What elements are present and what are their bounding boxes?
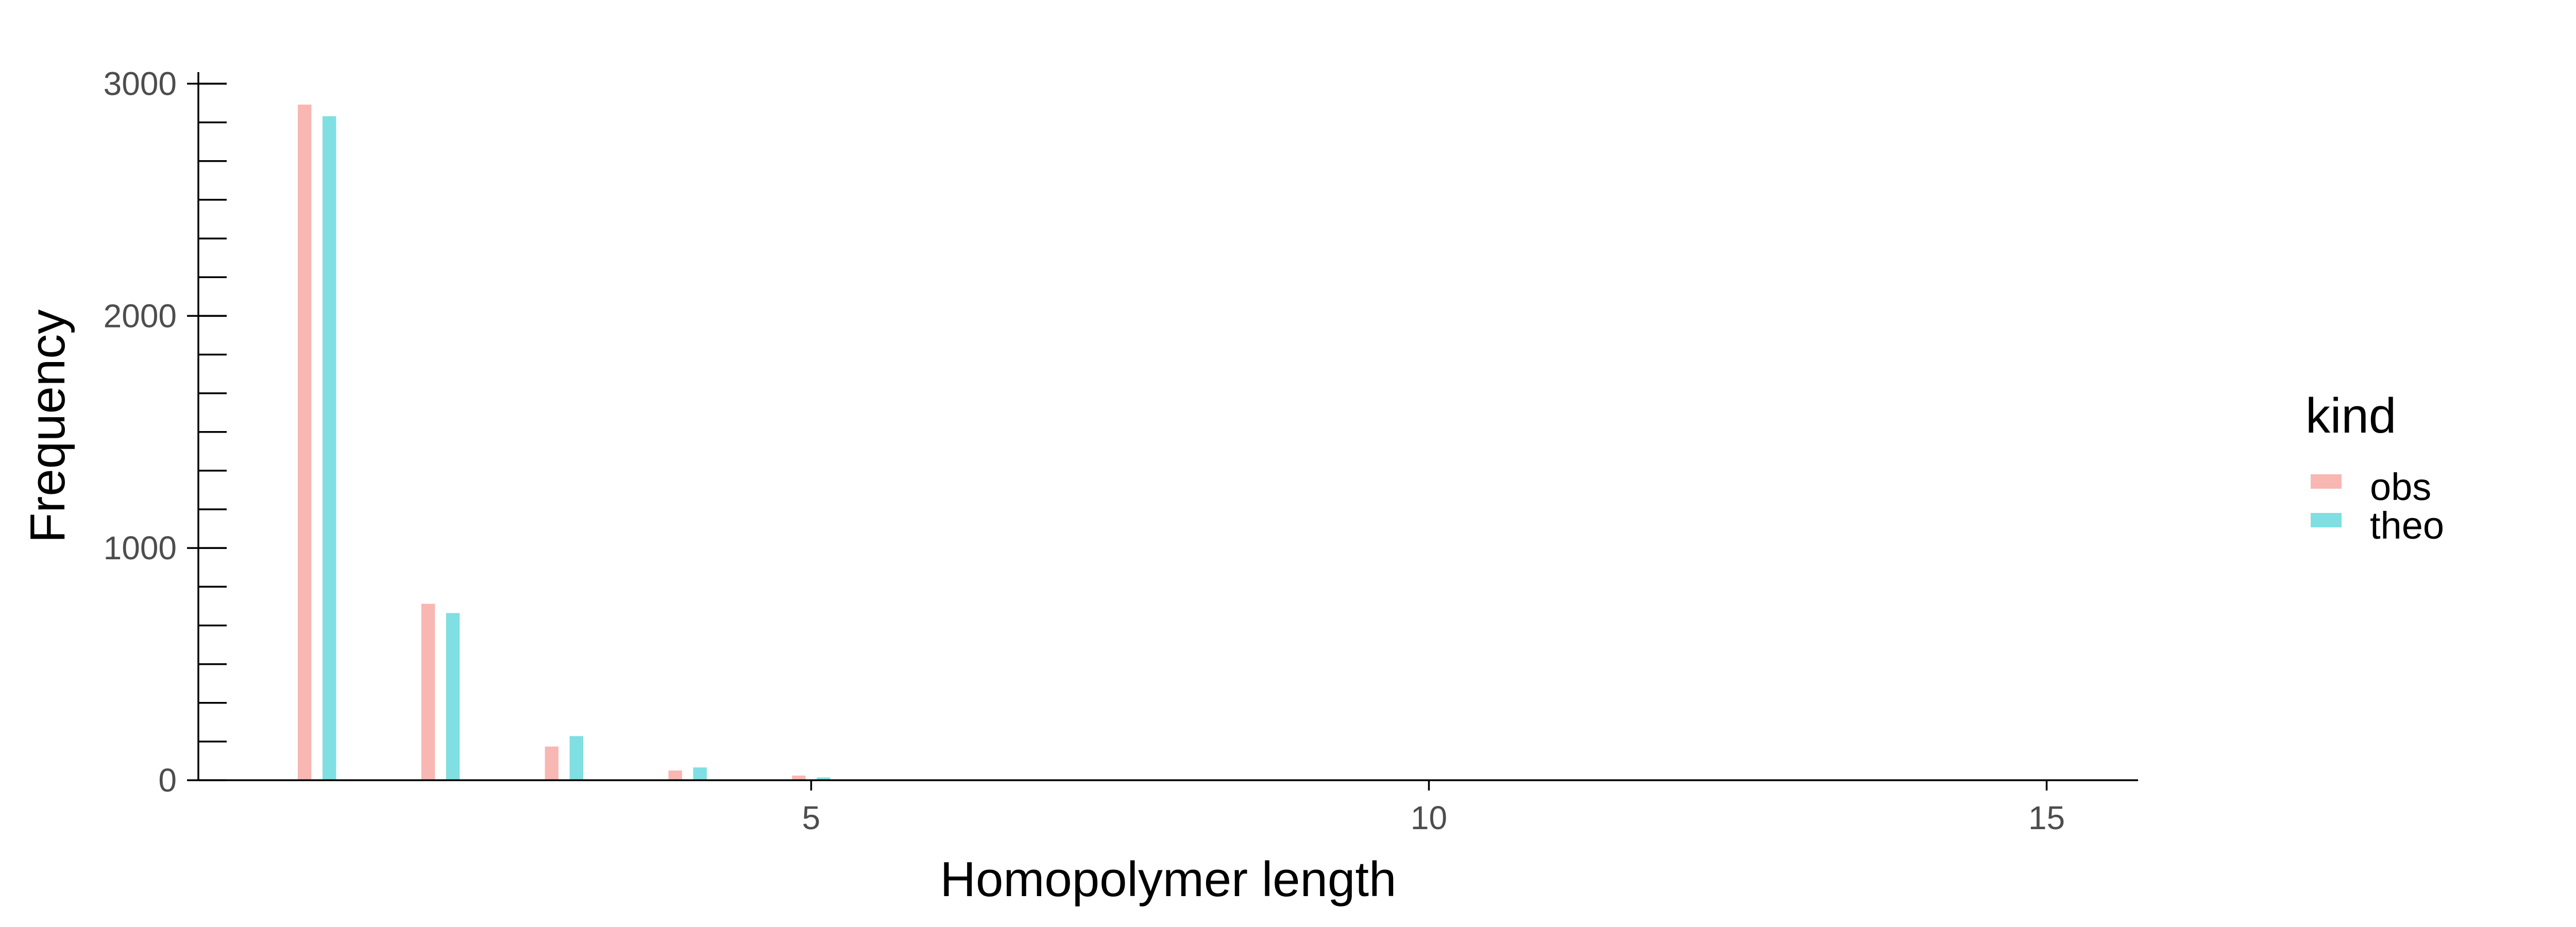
x-tick-label: 10 (1411, 799, 1447, 836)
y-tick-label: 3000 (104, 65, 177, 102)
bar-theo-5 (817, 777, 831, 780)
bar-theo-1 (323, 116, 336, 780)
legend-key-theo (2311, 513, 2342, 527)
x-axis: 5 10 15 (198, 779, 2138, 836)
y-axis-title: Frequency (20, 310, 75, 543)
bar-theo-2 (446, 613, 460, 780)
legend-label-theo: theo (2370, 504, 2444, 547)
x-tick-label: 15 (2028, 799, 2065, 836)
bar-obs-4 (668, 770, 682, 780)
bar-theo-3 (569, 736, 584, 780)
bar-obs-1 (298, 105, 312, 781)
bars-layer (298, 105, 831, 781)
bar-obs-2 (421, 604, 435, 780)
x-axis-title: Homopolymer length (940, 852, 1397, 907)
legend-label-obs: obs (2370, 466, 2431, 508)
bar-obs-5 (792, 775, 806, 780)
bar-obs-3 (545, 746, 559, 780)
bar-theo-4 (693, 767, 707, 780)
y-tick-label: 2000 (104, 297, 177, 334)
y-tick-label: 1000 (104, 529, 177, 566)
legend-key-obs (2311, 474, 2342, 489)
y-tick-label: 0 (158, 762, 177, 799)
y-axis: 0 1000 2000 3000 (104, 65, 227, 799)
x-tick-label: 5 (802, 799, 821, 836)
legend-title: kind (2306, 388, 2396, 443)
